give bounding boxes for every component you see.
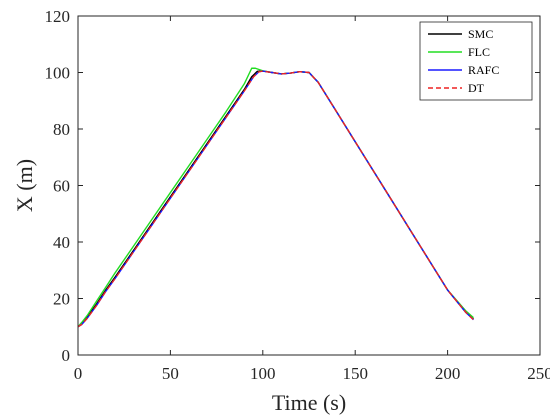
y-tick-label: 100 [45, 64, 71, 83]
plot-lines [77, 67, 474, 328]
series-line-rafc [77, 70, 474, 328]
tick-labels: 0 50 100 150 200 250 0 20 40 60 80 100 120 [45, 7, 550, 383]
x-tick-label: 150 [342, 364, 368, 383]
y-tick-label: 80 [53, 120, 70, 139]
x-tick-label: 50 [162, 364, 179, 383]
legend-box [419, 21, 533, 101]
legend-label-smc: SMC [468, 27, 493, 41]
y-tick-label: 60 [53, 177, 70, 196]
y-tick-label: 0 [62, 346, 71, 365]
legend-label-rafc: RAFC [468, 63, 499, 77]
y-tick-label: 120 [45, 7, 71, 26]
x-tick-label: 200 [435, 364, 461, 383]
y-tick-label: 20 [53, 290, 70, 309]
legend-label-flc: FLC [468, 45, 490, 59]
series-line-dt [77, 70, 474, 328]
x-tick-label: 250 [527, 364, 550, 383]
series-line-smc [77, 70, 474, 328]
x-tick-label: 0 [74, 364, 83, 383]
y-tick-label: 40 [53, 233, 70, 252]
x-axis-label: Time (s) [272, 390, 346, 415]
y-axis-label: X (m) [12, 159, 37, 212]
legend: SMC FLC RAFC DT [419, 21, 533, 101]
series-line-flc [77, 67, 474, 328]
x-tick-label: 100 [250, 364, 276, 383]
axis-ticks [77, 15, 541, 356]
legend-label-dt: DT [468, 81, 485, 95]
